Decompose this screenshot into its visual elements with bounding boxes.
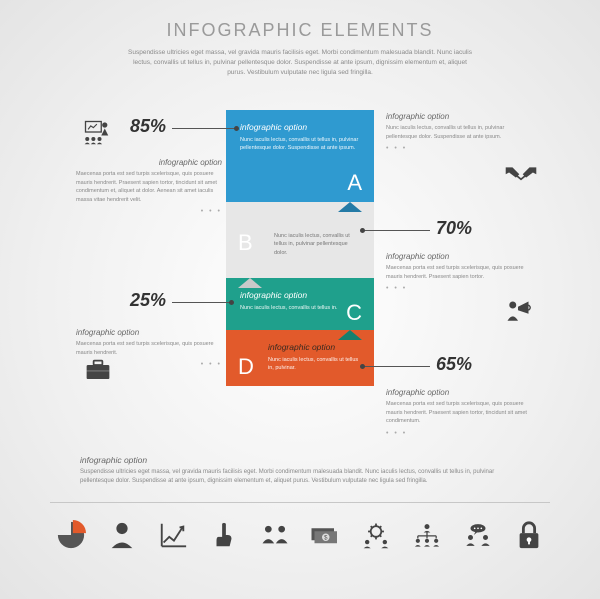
- side-label-br: infographic option: [386, 388, 532, 397]
- person-icon: [101, 516, 143, 554]
- side-body-br: Maecenas porta est sed turpis scelerisqu…: [386, 400, 532, 426]
- dots-br: • • •: [386, 430, 532, 437]
- center-stack: infographic option Nunc iaculis lectus, …: [226, 110, 374, 386]
- pointer-icon: [203, 516, 245, 554]
- fold-a: [338, 202, 362, 212]
- bottom-option-label: infographic option: [80, 455, 520, 465]
- side-block-bottom-right: infographic option Maecenas porta est se…: [386, 388, 532, 437]
- side-body-mr: Maecenas porta est sed turpis scelerisqu…: [386, 264, 532, 281]
- percentage-65: 65%: [436, 354, 472, 375]
- segment-a: infographic option Nunc iaculis lectus, …: [226, 110, 374, 202]
- segment-d-title: infographic option: [268, 342, 360, 352]
- connector-line-65: [364, 366, 430, 367]
- team-icon: [254, 516, 296, 554]
- segment-d-letter: D: [238, 354, 254, 380]
- divider: [50, 502, 550, 503]
- bottom-option: infographic option Suspendisse ultricies…: [80, 455, 520, 487]
- dots-tl: • • •: [76, 208, 222, 215]
- percentage-25: 25%: [130, 290, 166, 311]
- money-icon: $: [304, 516, 346, 554]
- fold-c: [338, 330, 362, 340]
- side-body-bl: Maecenas porta est sed turpis scelerisqu…: [76, 340, 222, 357]
- connector-line-85: [172, 128, 237, 129]
- page-subtitle: Suspendisse ultricies eget massa, vel gr…: [125, 48, 475, 77]
- org-chart-icon: [406, 516, 448, 554]
- segment-a-body: Nunc iaculis lectus, convallis ut tellus…: [240, 136, 360, 153]
- segment-c-letter: C: [346, 300, 362, 326]
- pie-chart-icon: [50, 516, 92, 554]
- side-label-tl: infographic option: [76, 158, 222, 167]
- dots-mr: • • •: [386, 285, 532, 292]
- side-body-tr: Nunc iaculis lectus, convallis ut tellus…: [386, 124, 532, 141]
- handshake-icon: [504, 164, 538, 184]
- connector-dot-b: [360, 228, 365, 233]
- segment-b-body: Nunc iaculis lectus, convallis ut tellus…: [274, 232, 360, 257]
- side-label-bl: infographic option: [76, 328, 222, 337]
- growth-chart-icon: [152, 516, 194, 554]
- briefcase-icon: [84, 358, 112, 381]
- segment-b-letter: B: [238, 230, 253, 256]
- percentage-70: 70%: [436, 218, 472, 239]
- segment-c-title: infographic option: [240, 290, 360, 300]
- speech-people-icon: [457, 516, 499, 554]
- dots-tr: • • •: [386, 145, 532, 152]
- side-block-top-right: infographic option Nunc iaculis lectus, …: [386, 112, 532, 152]
- segment-a-title: infographic option: [240, 122, 360, 132]
- side-body-tl: Maecenas porta est sed turpis scelerisqu…: [76, 170, 222, 204]
- side-block-top-left: infographic option Maecenas porta est se…: [76, 158, 222, 215]
- segment-a-letter: A: [347, 170, 362, 196]
- segment-c-body: Nunc iaculis lectus, convallis ut tellus…: [240, 304, 360, 312]
- presenter-icon: [82, 118, 110, 146]
- side-label-tr: infographic option: [386, 112, 532, 121]
- main-infographic-area: infographic option Nunc iaculis lectus, …: [0, 110, 600, 460]
- percentage-85: 85%: [130, 116, 166, 137]
- connector-dot-c: [229, 300, 234, 305]
- side-block-mid-right: infographic option Maecenas porta est se…: [386, 252, 532, 292]
- megaphone-person-icon: [504, 298, 532, 326]
- connector-line-25: [172, 302, 232, 303]
- connector-dot-d: [360, 364, 365, 369]
- segment-d-body: Nunc iaculis lectus, convallis ut tellus…: [268, 356, 360, 373]
- page-title: INFOGRAPHIC ELEMENTS: [0, 20, 600, 41]
- segment-b: Nunc iaculis lectus, convallis ut tellus…: [226, 202, 374, 278]
- gear-people-icon: [355, 516, 397, 554]
- connector-dot-a: [234, 126, 239, 131]
- side-label-mr: infographic option: [386, 252, 532, 261]
- fold-b: [238, 278, 262, 288]
- bottom-option-body: Suspendisse ultricies eget massa, vel gr…: [80, 468, 520, 487]
- lock-icon: [508, 516, 550, 554]
- connector-line-70: [364, 230, 430, 231]
- icon-row: $: [50, 516, 550, 554]
